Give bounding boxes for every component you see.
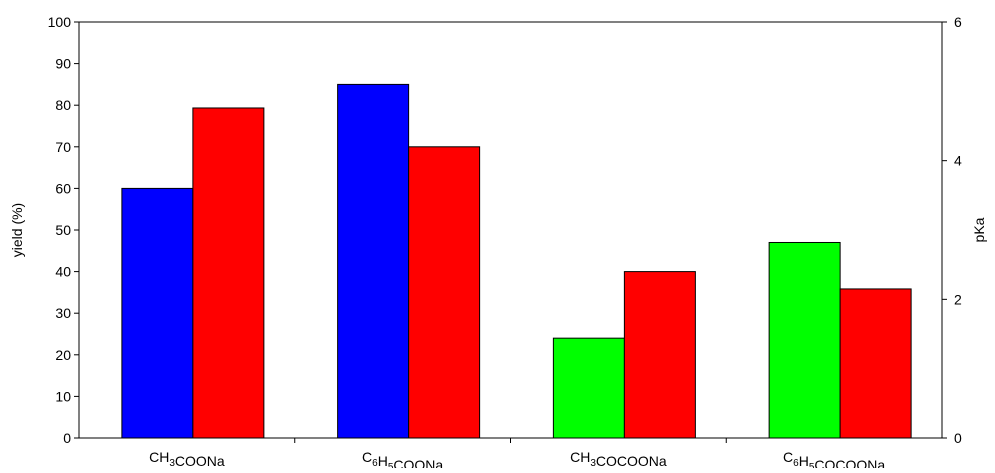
x-tick-label-3-main: C — [783, 449, 793, 465]
x-tick-label-2-rest: COCOONa — [596, 453, 667, 468]
x-tick-label-0-main: CH — [149, 449, 169, 465]
x-tick-label-1-sub1: 6 — [372, 458, 378, 468]
x-tick-label-2-main: CH — [570, 449, 590, 465]
x-tick-label-1: C6H5COONa — [362, 449, 443, 468]
bar-yield-0 — [121, 187, 194, 439]
bar-pka-2 — [623, 271, 696, 439]
y-tick-label-8: 80 — [55, 97, 71, 113]
bar-pka-1 — [408, 146, 481, 439]
bar-yield-3 — [768, 241, 841, 439]
y-right-tick-label-3: 6 — [954, 14, 962, 30]
x-tick-label-0: CH3COONa — [149, 449, 225, 468]
y-tick-label-2: 20 — [55, 347, 71, 363]
x-tick-label-2: CH3COCOONa — [570, 449, 667, 468]
x-tick-label-0-rest: COONa — [175, 453, 225, 468]
y-tick-label-10: 100 — [48, 14, 72, 30]
y-tick-label-4: 40 — [55, 264, 71, 280]
y-tick-label-3: 30 — [55, 305, 71, 321]
y-right-tick-label-1: 2 — [954, 291, 962, 307]
bar-pka-0 — [192, 107, 265, 439]
x-tick-label-1-main: C — [362, 449, 372, 465]
x-tick-label-1-rest: COONa — [393, 457, 443, 468]
bar-pka-3 — [839, 288, 912, 439]
y-tick-label-5: 50 — [55, 222, 71, 238]
bar-yield-1 — [337, 83, 410, 439]
x-tick-label-1-mid: H — [378, 453, 388, 468]
y-tick-label-9: 90 — [55, 56, 71, 72]
y-right-tick-label-2: 4 — [954, 153, 962, 169]
y-tick-label-7: 70 — [55, 139, 71, 155]
x-tick-label-3-rest: COCOONa — [814, 457, 885, 468]
x-tick-label-0-sub1: 3 — [169, 458, 175, 468]
y-right-tick-label-0: 0 — [954, 430, 962, 446]
x-tick-label-3-mid: H — [799, 453, 809, 468]
y-tick-label-1: 10 — [55, 388, 71, 404]
x-tick-label-3: C6H5COCOONa — [783, 449, 885, 468]
bar-yield-2 — [552, 337, 625, 439]
y-axis-title: yield (%) — [9, 203, 25, 257]
y-tick-label-6: 60 — [55, 180, 71, 196]
y-axis-right-title: pKa — [971, 217, 987, 242]
x-tick-label-3-sub1: 6 — [793, 458, 799, 468]
y-tick-label-0: 0 — [63, 430, 71, 446]
x-tick-label-2-sub1: 3 — [590, 458, 596, 468]
